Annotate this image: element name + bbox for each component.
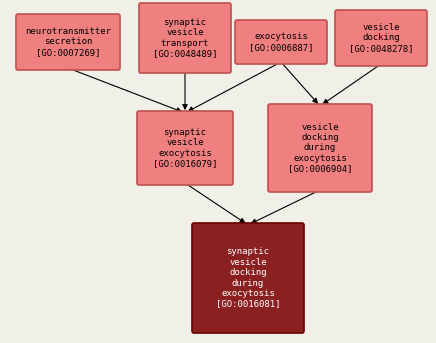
FancyBboxPatch shape	[268, 104, 372, 192]
Text: synaptic
vesicle
exocytosis
[GO:0016079]: synaptic vesicle exocytosis [GO:0016079]	[153, 128, 217, 168]
Text: vesicle
docking
[GO:0048278]: vesicle docking [GO:0048278]	[349, 23, 413, 53]
FancyBboxPatch shape	[137, 111, 233, 185]
FancyBboxPatch shape	[235, 20, 327, 64]
FancyBboxPatch shape	[192, 223, 304, 333]
Text: exocytosis
[GO:0006887]: exocytosis [GO:0006887]	[249, 32, 313, 52]
FancyBboxPatch shape	[139, 3, 231, 73]
Text: vesicle
docking
during
exocytosis
[GO:0006904]: vesicle docking during exocytosis [GO:00…	[288, 123, 352, 173]
Text: synaptic
vesicle
docking
during
exocytosis
[GO:0016081]: synaptic vesicle docking during exocytos…	[216, 248, 280, 308]
Text: synaptic
vesicle
transport
[GO:0048489]: synaptic vesicle transport [GO:0048489]	[153, 18, 217, 58]
Text: neurotransmitter
secretion
[GO:0007269]: neurotransmitter secretion [GO:0007269]	[25, 27, 111, 57]
FancyBboxPatch shape	[335, 10, 427, 66]
FancyBboxPatch shape	[16, 14, 120, 70]
